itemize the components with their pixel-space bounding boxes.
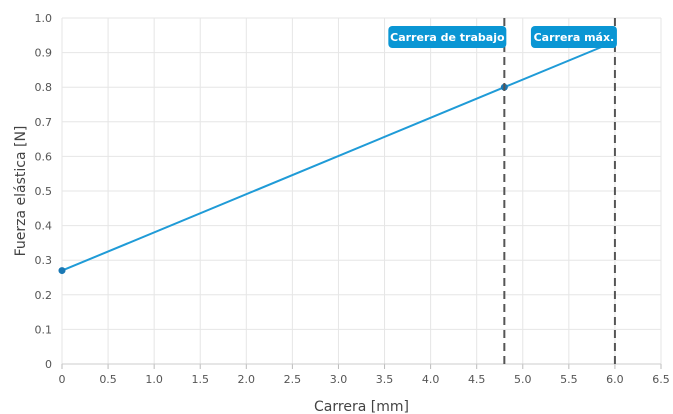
reference-label: Carrera de trabajo [390, 31, 505, 44]
y-axis-title: Fuerza elástica [N] [13, 126, 29, 257]
reference-label-box [530, 26, 617, 48]
y-tick-label: 0.6 [35, 150, 53, 163]
y-tick-label: 0.8 [35, 81, 53, 94]
x-axis-title: Carrera [mm] [314, 399, 409, 414]
series-layer [58, 40, 616, 275]
x-tick-label: 6.5 [652, 373, 670, 386]
y-tick-label: 0.5 [35, 185, 53, 198]
grid [61, 17, 662, 365]
y-tick-label: 0.3 [35, 254, 53, 267]
x-tick-label: 6.0 [606, 373, 624, 386]
x-tick-label: 4.0 [422, 373, 440, 386]
x-tick-label: 0 [59, 373, 66, 386]
reference-label: Carrera máx. [534, 31, 615, 44]
data-point [58, 267, 66, 275]
reference-label-box [388, 26, 507, 48]
y-tick-label: 0.1 [35, 323, 53, 336]
y-tick-label: 0.4 [35, 220, 53, 233]
reference-lines: Carrera de trabajo Carrera máx. [388, 18, 617, 364]
x-tick-label: 2.0 [238, 373, 256, 386]
y-tick-label: 0.7 [35, 116, 53, 129]
y-tick-label: 0 [45, 358, 52, 371]
x-tick-label: 5.0 [514, 373, 532, 386]
x-tick-label: 4.5 [468, 373, 486, 386]
x-tick-label: 0.5 [99, 373, 117, 386]
x-tick-label: 3.0 [330, 373, 348, 386]
x-tick-label: 2.5 [284, 373, 302, 386]
x-tick-label: 1.5 [191, 373, 209, 386]
x-tick-label: 5.5 [560, 373, 578, 386]
y-tick-label: 0.2 [35, 289, 53, 302]
x-tick-label: 3.5 [376, 373, 394, 386]
y-tick-label: 1.0 [35, 12, 53, 25]
axes: 0 0.5 1.0 1.5 2.0 2.5 3.0 3.5 4.0 4.5 5.0 5.5 6.0 6.5… [35, 12, 670, 386]
x-tick-label: 1.0 [145, 373, 163, 386]
y-tick-label: 0.9 [35, 47, 53, 60]
